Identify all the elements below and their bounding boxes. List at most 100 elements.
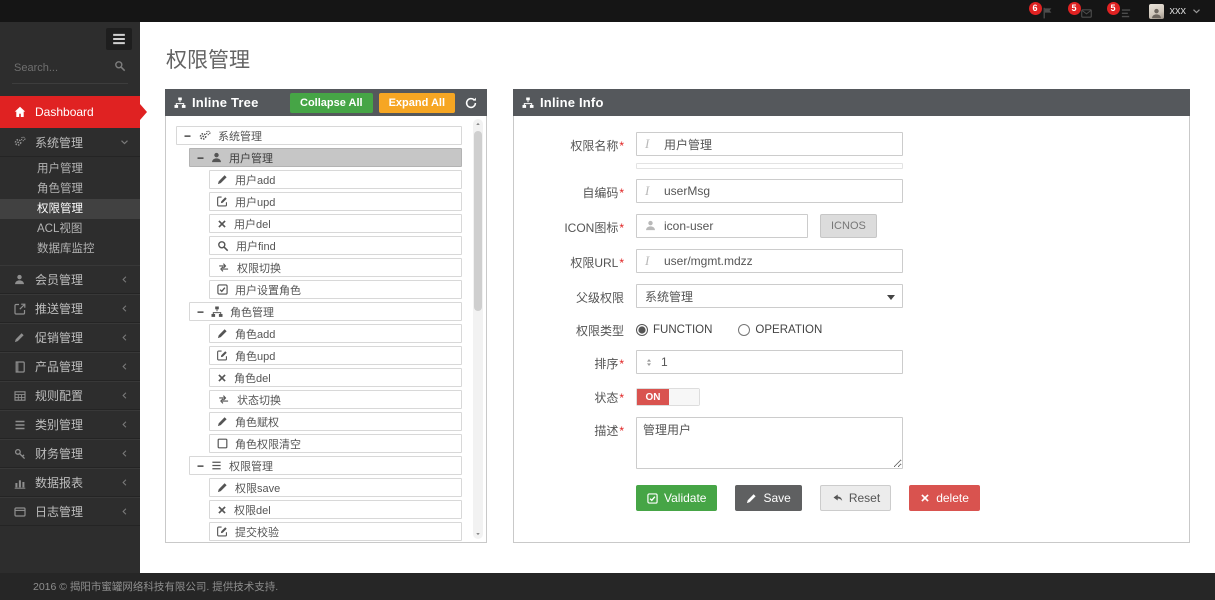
collapse-minus-icon[interactable]: − — [197, 304, 205, 319]
field-row-parent: 父级权限 系统管理 — [514, 284, 1189, 308]
tree-node-权限save[interactable]: 权限save — [209, 478, 462, 497]
tasks-icon — [1120, 8, 1132, 19]
sidebar-item-system[interactable]: 系统管理 — [0, 128, 140, 157]
tree-list: − 系统管理 − 用户管理用户add 用户upd 用户del 用户find 权限切换用户设置角… — [166, 116, 486, 541]
tasks-notification[interactable]: 5 — [1106, 2, 1133, 20]
tree-node-用户管理[interactable]: − 用户管理 — [189, 148, 462, 167]
tree-node-用户find[interactable]: 用户find — [209, 236, 462, 255]
sidebar-item-report[interactable]: 数据报表 — [0, 468, 140, 497]
description-textarea[interactable]: 管理用户 — [636, 417, 903, 469]
scroll-down-icon[interactable] — [473, 529, 483, 539]
tree-scrollbar[interactable] — [473, 119, 483, 539]
sidebar-item-log[interactable]: 日志管理 — [0, 497, 140, 526]
check-square-icon — [217, 284, 228, 295]
x-icon — [217, 505, 227, 515]
sidebar-item-product[interactable]: 产品管理 — [0, 352, 140, 381]
save-button[interactable]: Save — [735, 485, 802, 511]
collapse-minus-icon[interactable]: − — [197, 150, 205, 165]
sidebar-item-finance[interactable]: 财务管理 — [0, 439, 140, 468]
cogs-icon — [198, 130, 211, 142]
field-row-name: 权限名称* I — [514, 132, 1189, 156]
sidebar-toggle-button[interactable] — [106, 28, 132, 50]
sidebar-item-label: 产品管理 — [35, 360, 84, 374]
user-avatar — [1148, 3, 1164, 19]
icnos-button[interactable]: ICNOS — [820, 214, 877, 238]
search-icon[interactable] — [114, 60, 126, 72]
inline-info-form: 权限名称* I 自编码* I ICON图标* — [513, 116, 1190, 543]
user-icon — [645, 220, 656, 231]
scrollbar-thumb[interactable] — [474, 131, 482, 311]
sidebar-item-dashboard[interactable]: Dashboard — [0, 96, 147, 128]
tree-node-label: 权限切换 — [237, 262, 281, 275]
table-icon — [13, 390, 26, 402]
sidebar-subitem-ACL视图[interactable]: ACL视图 — [37, 223, 83, 235]
radio-operation[interactable]: OPERATION — [738, 324, 822, 336]
refresh-button[interactable] — [465, 97, 477, 109]
sidebar-item-promo[interactable]: 促销管理 — [0, 323, 140, 352]
envelope-notification[interactable]: 5 — [1067, 2, 1094, 20]
search-input[interactable] — [14, 62, 114, 74]
flag-notification[interactable]: 6 — [1028, 2, 1055, 20]
sidebar-subitem-角色管理[interactable]: 角色管理 — [37, 183, 83, 195]
expand-all-button[interactable]: Expand All — [378, 92, 455, 113]
user-menu[interactable]: xxx — [1148, 3, 1202, 19]
scroll-up-icon[interactable] — [473, 119, 483, 129]
status-toggle[interactable]: ON — [636, 388, 700, 406]
tree-node-label: 状态切换 — [237, 394, 281, 407]
sidebar-subitem-用户管理[interactable]: 用户管理 — [37, 163, 83, 175]
sidebar-item-rules[interactable]: 规则配置 — [0, 381, 140, 410]
tree-node-角色赋权[interactable]: 角色赋权 — [209, 412, 462, 431]
delete-button[interactable]: delete — [909, 485, 980, 511]
parent-permission-select[interactable]: 系统管理 — [636, 284, 903, 308]
code-label: 自编码 — [582, 186, 619, 200]
window-icon — [13, 506, 26, 518]
sidebar-item-push[interactable]: 推送管理 — [0, 294, 140, 323]
tree-node-角色del[interactable]: 角色del — [209, 368, 462, 387]
radio-function[interactable]: FUNCTION — [636, 324, 712, 336]
tree-node-label: 角色赋权 — [235, 416, 279, 429]
tree-node-权限管理[interactable]: − 权限管理 — [189, 456, 462, 475]
user-name: xxx — [1169, 5, 1187, 17]
tree-node-角色管理[interactable]: − 角色管理 — [189, 302, 462, 321]
inline-info-panel: Inline Info 权限名称* I 自编码* I — [513, 89, 1190, 543]
sidebar-subitem-数据库监控[interactable]: 数据库监控 — [37, 243, 95, 255]
tree-node-提交校验[interactable]: 提交校验 — [209, 522, 462, 541]
collapse-all-button[interactable]: Collapse All — [290, 92, 373, 113]
tree-node-用户设置角色[interactable]: 用户设置角色 — [209, 280, 462, 299]
code-input[interactable] — [636, 179, 903, 203]
tree-node-权限切换[interactable]: 权限切换 — [209, 258, 462, 277]
tree-node-label: 用户add — [235, 174, 276, 187]
tree-node-用户del[interactable]: 用户del — [209, 214, 462, 233]
collapse-minus-icon[interactable]: − — [184, 128, 192, 143]
tree-node-用户add[interactable]: 用户add — [209, 170, 462, 189]
tree-node-用户upd[interactable]: 用户upd — [209, 192, 462, 211]
inline-info-header: Inline Info — [513, 89, 1190, 116]
sidebar-subitem-权限管理[interactable]: 权限管理 — [0, 199, 140, 219]
notification-icons: 6 5 5 — [1028, 2, 1133, 20]
form-buttons: Validate Save Reset delete — [514, 485, 1189, 511]
chevron-left-icon — [121, 333, 129, 342]
url-input[interactable] — [636, 249, 903, 273]
sort-number-input[interactable]: 1 — [636, 350, 903, 374]
check-square-icon — [647, 492, 658, 504]
sidebar-item-category[interactable]: 类别管理 — [0, 410, 140, 439]
pencil-icon — [217, 328, 228, 339]
sidebar-item-member[interactable]: 会员管理 — [0, 265, 140, 294]
tree-node-角色权限清空[interactable]: 角色权限清空 — [209, 434, 462, 453]
reset-button[interactable]: Reset — [819, 485, 892, 511]
envelope-icon — [1080, 8, 1093, 19]
tree-node-状态切换[interactable]: 状态切换 — [209, 390, 462, 409]
up-down-icon[interactable] — [645, 356, 653, 369]
chevron-left-icon — [121, 362, 129, 371]
retweet-icon — [217, 262, 230, 273]
validate-button[interactable]: Validate — [636, 485, 718, 511]
tree-node-角色add[interactable]: 角色add — [209, 324, 462, 343]
url-label: 权限URL — [570, 256, 619, 270]
chart-icon — [13, 477, 26, 489]
collapse-minus-icon[interactable]: − — [197, 458, 205, 473]
tree-node-权限del[interactable]: 权限del — [209, 500, 462, 519]
tree-node-角色upd[interactable]: 角色upd — [209, 346, 462, 365]
tree-node-系统管理[interactable]: − 系统管理 — [176, 126, 462, 145]
icon-input[interactable] — [636, 214, 808, 238]
permission-name-input[interactable] — [636, 132, 903, 156]
